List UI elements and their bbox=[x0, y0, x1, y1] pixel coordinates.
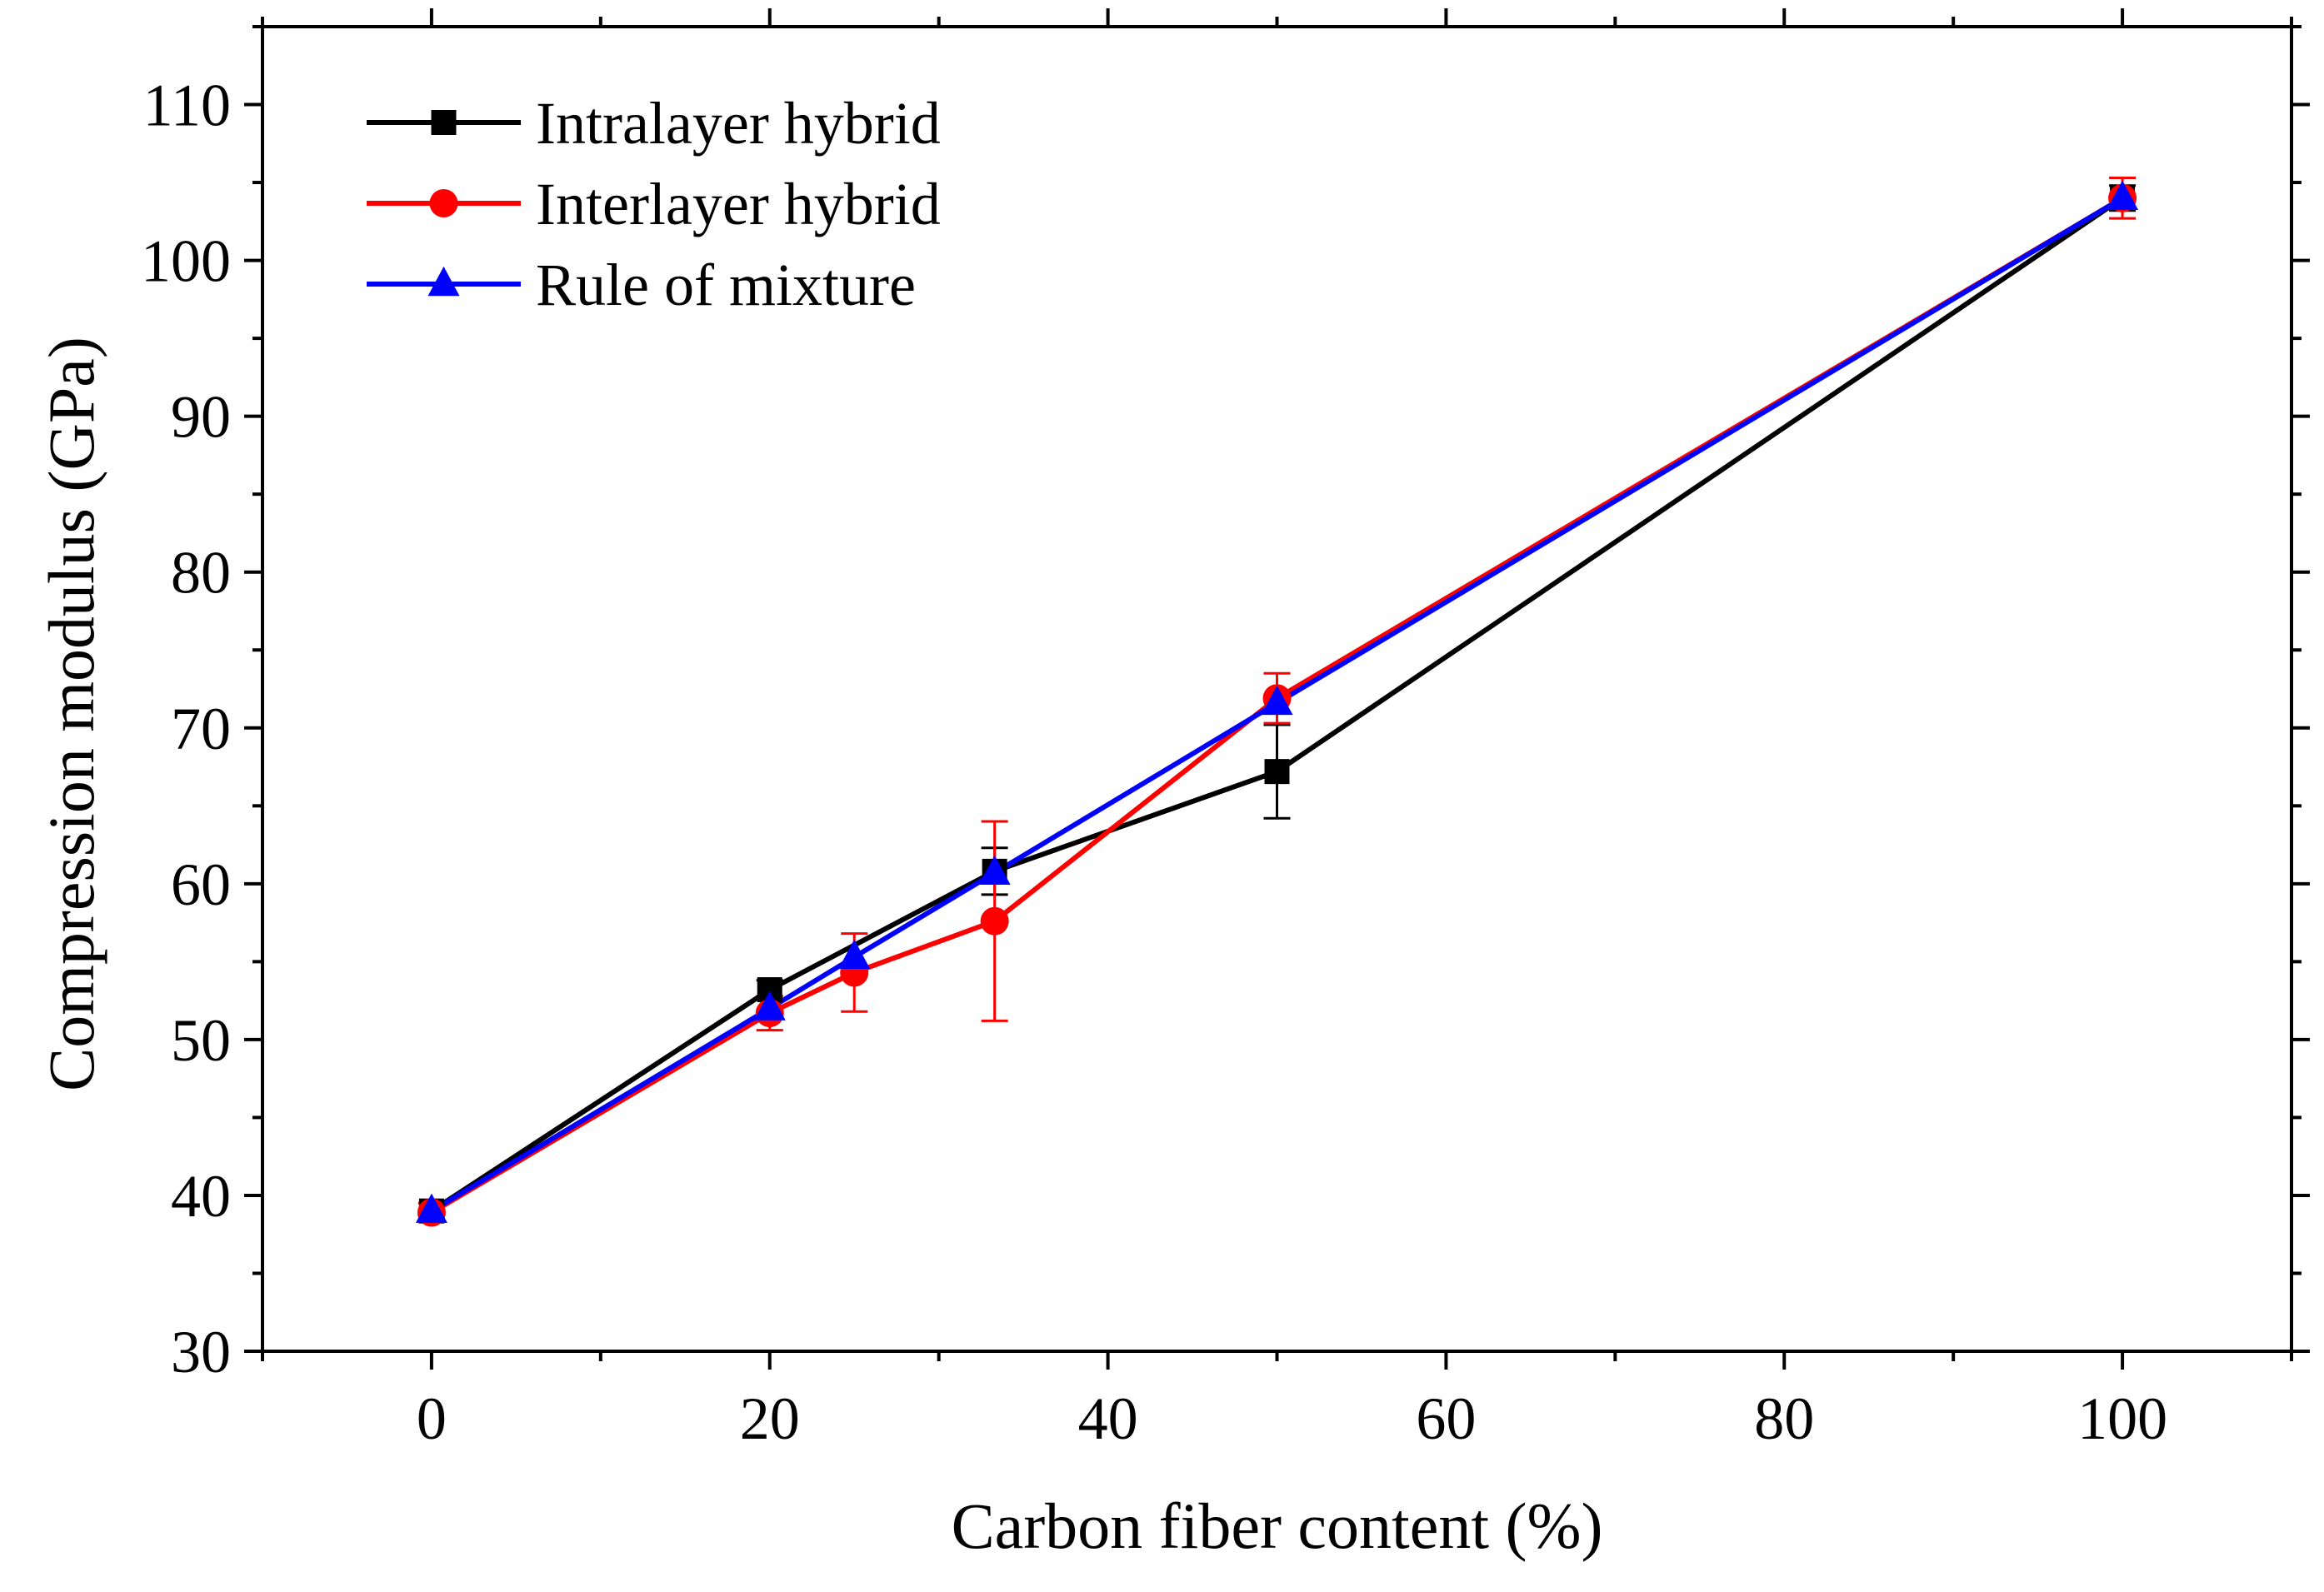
series-line-rule-of-mixture bbox=[430, 196, 2124, 1214]
data-point-rule-of-mixture bbox=[978, 855, 1011, 886]
data-point-interlayer-hybrid bbox=[980, 906, 1009, 936]
y-tick-label: 40 bbox=[171, 1163, 231, 1230]
y-tick-label: 80 bbox=[171, 540, 231, 606]
data-point-rule-of-mixture bbox=[2107, 180, 2139, 211]
y-tick-label: 70 bbox=[171, 696, 231, 762]
x-tick-label: 20 bbox=[740, 1385, 800, 1452]
y-tick-label: 100 bbox=[141, 228, 231, 295]
series-markers-layer bbox=[415, 180, 2139, 1227]
x-axis-ticks: 0 20 40 60 80 100 bbox=[261, 8, 2293, 1452]
y-tick-label: 110 bbox=[143, 72, 231, 139]
data-point-intralayer-hybrid bbox=[1264, 759, 1290, 785]
x-tick-label: 0 bbox=[417, 1385, 447, 1452]
y-tick-label: 90 bbox=[171, 384, 231, 451]
x-tick-label: 60 bbox=[1416, 1385, 1476, 1452]
legend-label-interlayer-hybrid: Interlayer hybrid bbox=[536, 171, 941, 237]
data-point-rule-of-mixture bbox=[1261, 685, 1293, 716]
legend-marker-rule-of-mixture bbox=[427, 266, 460, 297]
x-axis-title: Carbon fiber content (%) bbox=[952, 1490, 1603, 1562]
y-axis-title: Compression modulus (GPa) bbox=[35, 337, 107, 1091]
x-tick-label: 100 bbox=[2077, 1385, 2167, 1452]
y-tick-label: 50 bbox=[171, 1007, 231, 1074]
data-point-rule-of-mixture bbox=[415, 1193, 447, 1223]
y-axis-ticks: 30 40 50 60 70 80 90 100 110 bbox=[141, 25, 2310, 1385]
data-point-rule-of-mixture bbox=[838, 939, 871, 970]
y-tick-label: 60 bbox=[171, 851, 231, 918]
legend-marker-intralayer-hybrid bbox=[431, 110, 457, 135]
series-line-interlayer-hybrid bbox=[430, 196, 2124, 1215]
data-point-rule-of-mixture bbox=[753, 991, 786, 1021]
legend: Intralayer hybrid Interlayer hybrid Rule o… bbox=[367, 90, 941, 318]
y-tick-label: 30 bbox=[171, 1319, 231, 1385]
legend-label-intralayer-hybrid: Intralayer hybrid bbox=[536, 90, 941, 157]
legend-marker-interlayer-hybrid bbox=[429, 189, 458, 217]
legend-label-rule-of-mixture: Rule of mixture bbox=[536, 252, 916, 318]
x-tick-label: 80 bbox=[1754, 1385, 1814, 1452]
x-tick-label: 40 bbox=[1078, 1385, 1138, 1452]
